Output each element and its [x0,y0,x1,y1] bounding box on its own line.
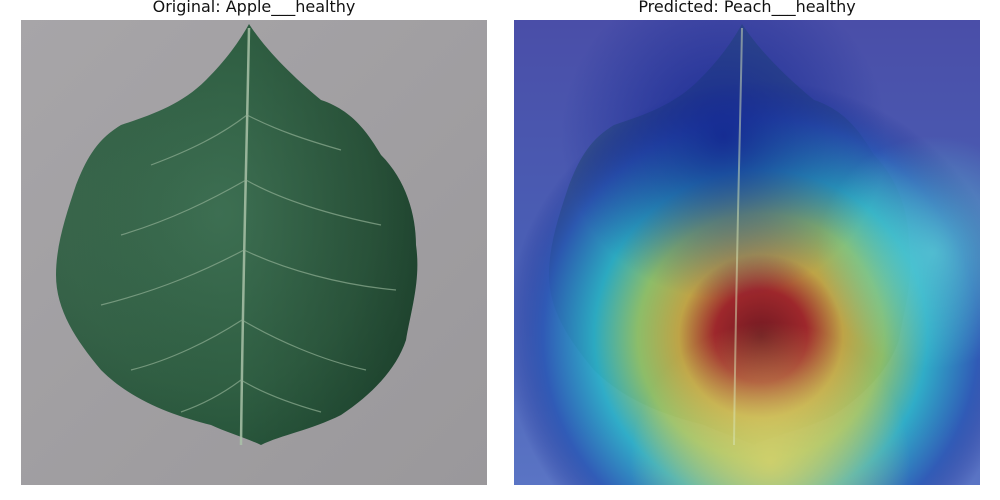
predicted-image-title: Predicted: Peach___healthy [638,0,856,16]
heatmap-midrib [733,27,743,446]
leaf-shape [56,24,418,446]
original-image-title: Original: Apple___healthy [152,0,356,16]
original-leaf-image [21,20,487,485]
predicted-heatmap-image [514,20,980,485]
